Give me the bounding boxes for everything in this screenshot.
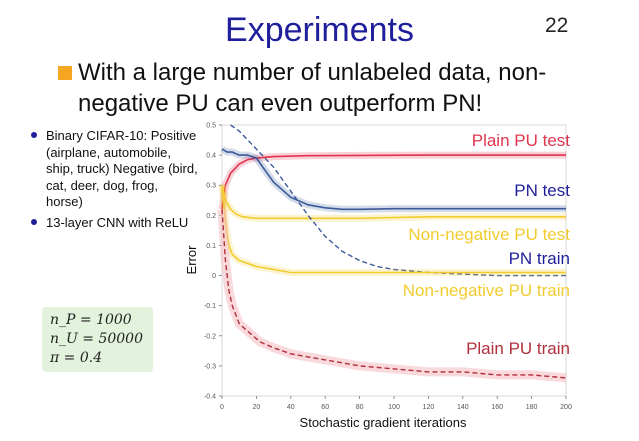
parameter-box: n_P = 1000 n_U = 50000 π = 0.4 — [42, 307, 153, 372]
bullet-model-text: 13-layer CNN with ReLU — [46, 214, 189, 230]
series-non-negative-pu-train-line — [221, 185, 566, 274]
y-tick-label: 0.1 — [206, 243, 216, 250]
series-plain-pu-train-band — [217, 209, 567, 383]
y-tick-label: 0 — [212, 273, 216, 280]
x-tick-label: 60 — [321, 404, 329, 411]
slide-title: Experiments — [225, 11, 414, 49]
y-tick-label: 0.5 — [206, 123, 216, 130]
series-label: PN test — [514, 181, 570, 200]
series-layer — [217, 124, 567, 383]
main-point: With a large number of unlabeled data, n… — [78, 59, 547, 117]
y-tick-label: -0.3 — [204, 363, 216, 370]
y-tick-label: 0.3 — [206, 183, 216, 190]
param-pi: π = 0.4 — [50, 350, 103, 366]
x-tick-label: 140 — [457, 404, 469, 411]
bullet-dataset-text: Binary CIFAR-10: Positive (airplane, aut… — [46, 128, 198, 209]
x-tick-label: 80 — [356, 404, 364, 411]
page-number: 22 — [545, 14, 569, 37]
series-label: Plain PU test — [472, 131, 571, 150]
bullet-dataset: Binary CIFAR-10: Positive (airplane, aut… — [28, 128, 198, 211]
legend-layer: Plain PU test PN test Non-negative PU test… — [403, 131, 571, 358]
x-axis-label: Stochastic gradient iterations — [300, 415, 467, 430]
series-label: Plain PU train — [466, 339, 570, 358]
x-tick-label: 0 — [220, 404, 224, 411]
y-tick-label: 0.2 — [206, 213, 216, 220]
y-axis-label: Error — [184, 245, 199, 275]
series-plain-pu-test-line — [221, 154, 566, 210]
series-label: PN train — [509, 249, 570, 268]
series-non-negative-pu-test-line — [221, 185, 566, 220]
y-tick-label: -0.1 — [204, 303, 216, 310]
x-tick-label: 40 — [287, 404, 295, 411]
y-tick-label: 0.4 — [206, 153, 216, 160]
x-tick-label: 100 — [388, 404, 400, 411]
main-bullet-marker — [58, 66, 72, 80]
bullet-model: 13-layer CNN with ReLU — [28, 215, 198, 232]
bullet-dot-icon — [31, 132, 37, 138]
series-pn-train-line — [230, 124, 566, 277]
series-pn-test-line — [221, 148, 566, 211]
y-tick-label: -0.4 — [204, 394, 216, 401]
y-tick-label: -0.2 — [204, 333, 216, 340]
axes-layer: 0 20 40 60 80 100 120 140 160 180 200 -0.4 -0.3 -0.2 -… — [204, 123, 572, 412]
x-tick-label: 20 — [253, 404, 261, 411]
x-tick-label: 180 — [526, 404, 538, 411]
param-np: n_P = 1000 — [50, 312, 132, 328]
x-tick-label: 160 — [491, 404, 503, 411]
x-tick-label: 120 — [423, 404, 435, 411]
param-nu: n_U = 50000 — [50, 331, 143, 347]
x-tick-label: 200 — [560, 404, 572, 411]
series-label: Non-negative PU test — [408, 225, 570, 244]
bullet-dot-icon — [31, 218, 37, 225]
experiment-details: Binary CIFAR-10: Positive (airplane, aut… — [28, 128, 198, 231]
series-label: Non-negative PU train — [403, 281, 570, 300]
